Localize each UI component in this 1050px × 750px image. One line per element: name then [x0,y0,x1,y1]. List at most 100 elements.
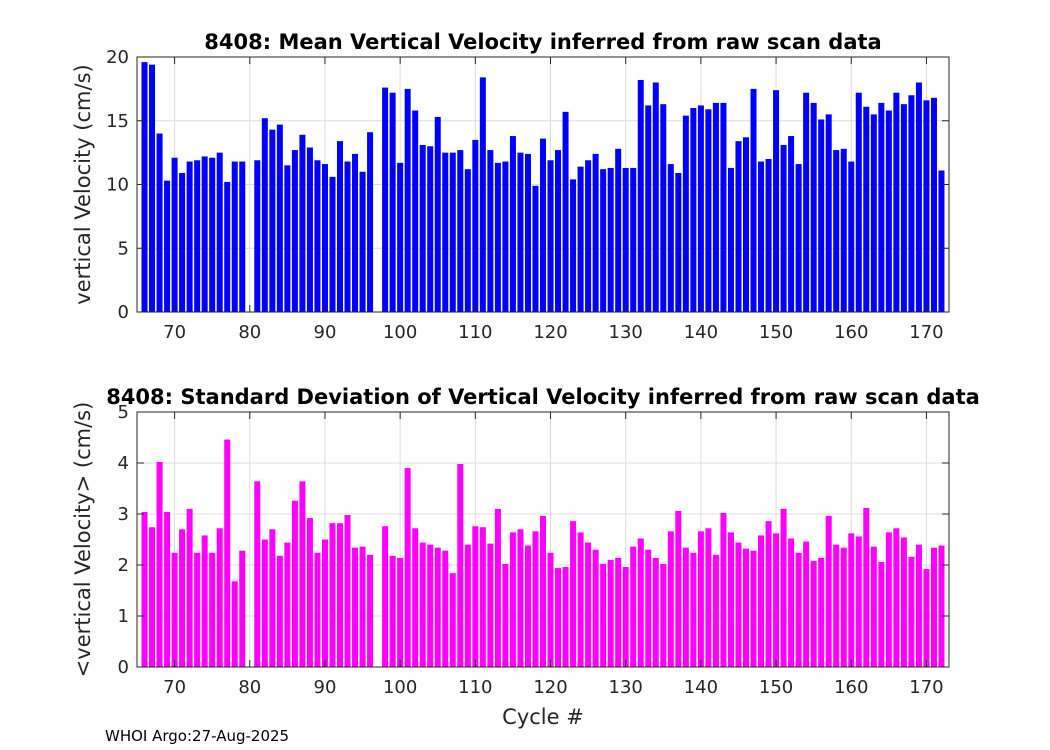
bar [915,544,922,667]
bar [893,528,900,667]
bar [908,556,915,667]
x-tick-label: 140 [684,322,718,343]
bar [171,552,178,667]
bar [434,116,441,312]
bar [239,161,246,312]
bar [179,529,186,667]
axes-box [136,411,950,668]
bar [660,563,667,667]
chart-1: 70 80 90 100 110 120 130 140 150 160 170 0 5 10 15 20 84… [71,30,950,343]
bar [502,563,509,667]
x-tick-label: 90 [314,322,337,343]
bar [803,541,810,667]
bar [254,481,261,667]
bar [645,105,652,312]
bar [276,555,283,667]
bar [930,97,937,312]
bar [291,500,298,667]
bar [419,542,426,667]
x-tick-label: 110 [458,322,492,343]
x-tick-label: 160 [834,677,868,698]
bar [900,104,907,312]
bar [239,550,246,667]
bar [502,161,509,312]
chart-title: 8408: Standard Deviation of Vertical Vel… [106,385,980,409]
x-tick-label: 70 [163,322,186,343]
x-tick-label: 140 [684,677,718,698]
bar [359,546,366,667]
x-tick-label: 100 [383,677,417,698]
bar [840,547,847,667]
bar [810,102,817,313]
x-tick-label: 150 [759,322,793,343]
x-tick-label: 90 [314,677,337,698]
bar [359,171,366,312]
bar [697,105,704,312]
x-tick-label: 160 [834,322,868,343]
bar [209,157,216,312]
bar [720,512,727,667]
bar [780,144,787,312]
bar [201,535,208,667]
bar [509,136,516,312]
bar [863,106,870,312]
bar [284,165,291,313]
bar [261,118,268,312]
bar [592,549,599,667]
bar [224,439,231,667]
bar [742,548,749,667]
bar [164,511,171,667]
bar [803,92,810,312]
bar [156,133,163,312]
bar [547,160,554,312]
bar [149,527,156,667]
bar [216,152,223,313]
bar [284,542,291,667]
bar [329,523,336,667]
bar [314,160,321,312]
bar [630,167,637,312]
bar [306,147,313,312]
bar [758,535,765,667]
x-axis-label: Cycle # [502,705,584,729]
bar [547,552,554,667]
bar [404,468,411,667]
bar [773,533,780,667]
y-tick-label: 0 [118,657,129,678]
y-tick-label: 20 [106,47,129,68]
bar [735,542,742,667]
bar [336,523,343,667]
bar [269,529,276,667]
bar [727,532,734,667]
bar [848,533,855,667]
bar [457,464,464,667]
bar [697,531,704,667]
bar [404,88,411,313]
bar [509,532,516,667]
bar [908,95,915,312]
bar [487,150,494,312]
bar [577,532,584,667]
bar [923,569,930,667]
bar [524,153,531,312]
bar [923,100,930,312]
bar [397,557,404,667]
y-axis-label: <vertical Velocity> (cm/s) [71,402,95,678]
bar [321,164,328,312]
x-tick-label: 130 [609,322,643,343]
bar [419,144,426,312]
bar [141,62,148,312]
bar [389,92,396,312]
y-tick-label: 5 [118,238,129,259]
bar [855,92,862,312]
bar [712,102,719,313]
y-tick-label: 5 [118,402,129,423]
x-tick-label: 70 [163,677,186,698]
bar [833,150,840,312]
bar [720,102,727,313]
bar [464,544,471,667]
bar [810,560,817,667]
bar [863,507,870,667]
